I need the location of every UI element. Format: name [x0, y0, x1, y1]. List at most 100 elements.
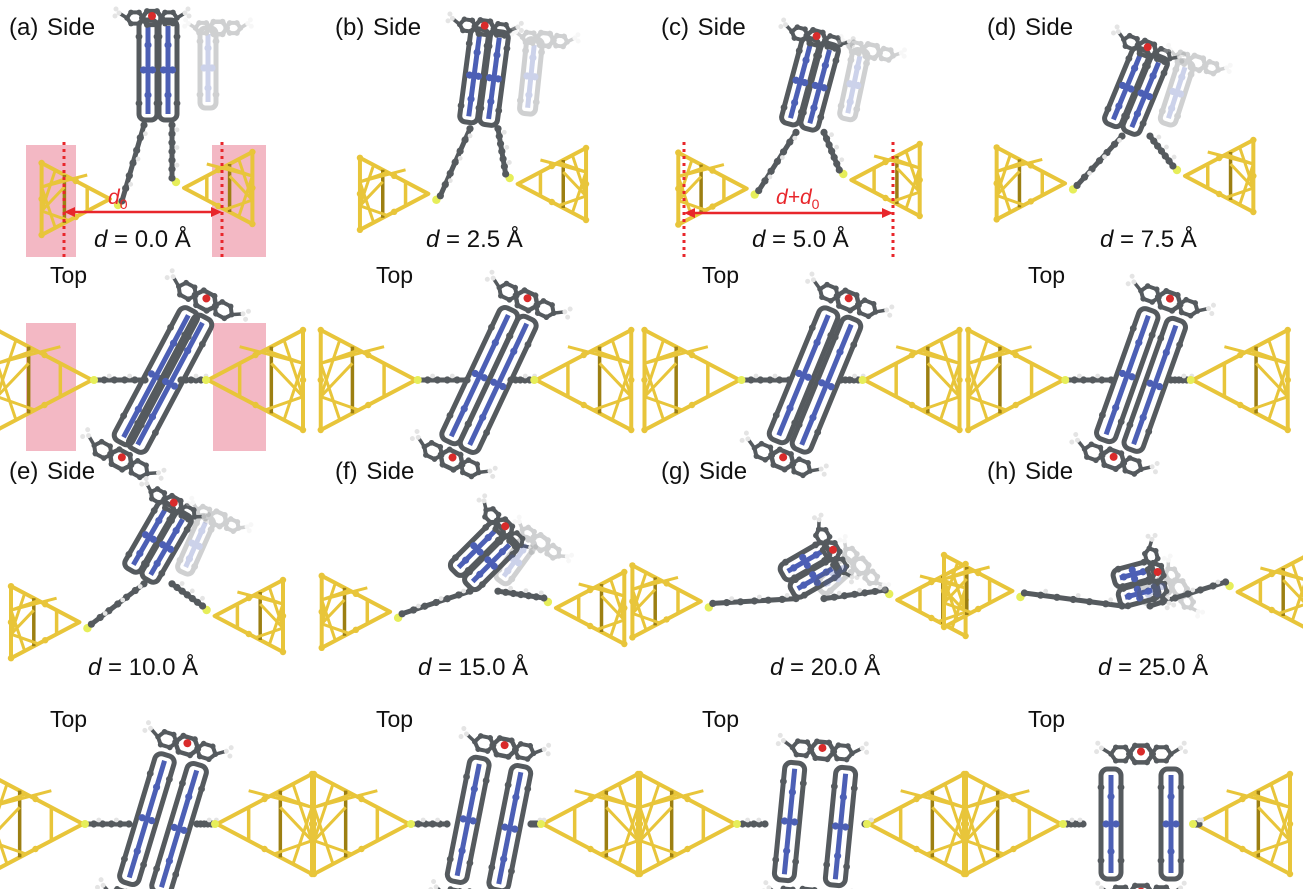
porphyrin-ghost — [1136, 574, 1174, 607]
left-gold-electrode-top — [965, 326, 1066, 434]
panel-top-label: Top — [50, 262, 88, 288]
cap-ghost — [512, 514, 575, 564]
right-gold-electrode-top — [1193, 770, 1294, 878]
cap-bottom — [1069, 431, 1160, 477]
porphyrin-dimer-side — [1110, 532, 1177, 611]
panel-side-label: (e) Side — [9, 458, 96, 485]
tert-butyl-cap-top — [811, 512, 860, 585]
right-phenyl-linker — [494, 125, 512, 178]
porphyrin-right-top — [1157, 766, 1185, 882]
porphyrin-right — [462, 534, 521, 593]
porphyrin-ghost — [1157, 57, 1196, 128]
panel-side-label: (h) Side — [987, 458, 1074, 485]
distance-annotation: d0 — [108, 186, 128, 213]
porphyrin-right — [1115, 578, 1162, 610]
separation-label: d = 5.0 Å — [752, 226, 849, 253]
back-molecule-ghost — [509, 25, 581, 117]
cap-bottom — [1095, 880, 1187, 889]
cap-top — [458, 726, 552, 762]
right-gold-electrode-top — [1190, 326, 1291, 434]
right-gold-electrode — [553, 568, 628, 648]
porphyrin-dimer-top — [94, 720, 234, 889]
left-phenyl-linker — [1073, 132, 1126, 189]
right-gold-electrode — [849, 140, 923, 220]
separation-label: d = 15.0 Å — [418, 654, 529, 681]
distance-annotation: d+d0 — [776, 186, 820, 213]
right-phenyl-linker — [1146, 132, 1177, 170]
right-gold-electrode — [1235, 554, 1303, 630]
panel-d: (d) Side Top d = 7.5 Å — [965, 0, 1303, 477]
left-gold-electrode — [38, 159, 112, 239]
right-gold-electrode-top — [534, 326, 635, 434]
left-phenyl-linker — [118, 121, 148, 205]
porphyrin-dimer-top — [409, 269, 573, 480]
porphyrin-right — [787, 557, 843, 600]
porphyrin-ghost — [814, 555, 857, 596]
panel-top-label: Top — [376, 262, 414, 288]
left-phenyl-linker — [1020, 588, 1126, 610]
right-phenyl-linker — [168, 580, 207, 610]
porphyrin-right-top — [822, 764, 859, 889]
porphyrin-dimer-top — [739, 271, 895, 479]
porphyrin-dimer-top — [80, 268, 251, 481]
cap-ghost — [182, 17, 254, 38]
right-gold-electrode-top — [867, 770, 968, 878]
panel-structure — [940, 532, 1303, 889]
panel-h: (h) Side Top d = 25.0 Å — [940, 444, 1303, 889]
left-linker-top — [90, 373, 149, 384]
porphyrin-dimer-top — [761, 732, 870, 889]
cap-ghost — [1163, 42, 1233, 77]
panel-c: d+d0 (c) Side Top d = 5.0 Å — [641, 0, 978, 479]
left-gold-electrode — [356, 154, 431, 233]
back-molecule-ghost — [1157, 42, 1233, 128]
right-phenyl-linker — [168, 121, 180, 182]
porphyrin-right-top — [1121, 315, 1188, 454]
porphyrin-left-top — [1097, 766, 1125, 882]
porphyrin-dimer-top — [1094, 740, 1188, 889]
panel-side-label: (g) Side — [661, 458, 748, 485]
right-phenyl-linker — [820, 585, 889, 603]
left-gold-electrode-top — [641, 326, 742, 434]
right-gold-electrode — [1182, 136, 1257, 216]
tert-butyl-cap-top — [1142, 532, 1177, 611]
separation-label: d = 25.0 Å — [1098, 654, 1209, 681]
porphyrin-right — [1120, 52, 1170, 137]
porphyrin-left-top — [766, 305, 841, 446]
cap-ghost — [836, 33, 908, 63]
panel-structure — [310, 493, 642, 889]
porphyrin-ghost — [175, 512, 217, 577]
left-gold-electrode-top — [310, 770, 411, 878]
cap-top — [164, 268, 251, 322]
porphyrin-dimer-side — [112, 6, 192, 123]
back-molecule-ghost — [1136, 553, 1206, 619]
left-linker-top — [407, 817, 451, 828]
left-linker-top — [737, 373, 793, 384]
tert-butyl-cap-top — [476, 493, 539, 555]
tert-butyl-cap-top — [778, 17, 856, 52]
porphyrin-right — [155, 17, 181, 123]
left-linker-top — [414, 373, 471, 384]
panel-top-label: Top — [1028, 262, 1066, 288]
back-molecule-ghost — [182, 17, 254, 111]
porphyrin-ghost — [196, 25, 220, 111]
left-linker-top — [81, 817, 133, 828]
left-phenyl-linker — [436, 125, 474, 200]
panel-b: (b) Side Top d = 2.5 Å — [317, 0, 652, 480]
separation-label: d = 7.5 Å — [1100, 226, 1197, 253]
left-gold-electrode — [993, 144, 1068, 223]
left-gold-electrode-top — [0, 328, 94, 432]
separation-label: d = 0.0 Å — [94, 226, 191, 253]
cap-ghost — [185, 495, 254, 534]
cap-ghost — [509, 25, 581, 50]
cap-top — [142, 720, 234, 763]
porphyrin-dimer-side — [778, 17, 856, 133]
tert-butyl-cap-top — [445, 11, 524, 39]
left-phenyl-linker — [755, 128, 800, 195]
panel-side-label: (b) Side — [335, 14, 422, 41]
porphyrin-dimer-side — [777, 512, 860, 600]
separation-label: d = 20.0 Å — [770, 654, 881, 681]
left-gold-electrode — [675, 149, 749, 228]
cap-ghost — [1161, 553, 1206, 619]
right-gold-electrode-top — [206, 326, 307, 434]
porphyrin-dimer-side — [122, 476, 211, 585]
